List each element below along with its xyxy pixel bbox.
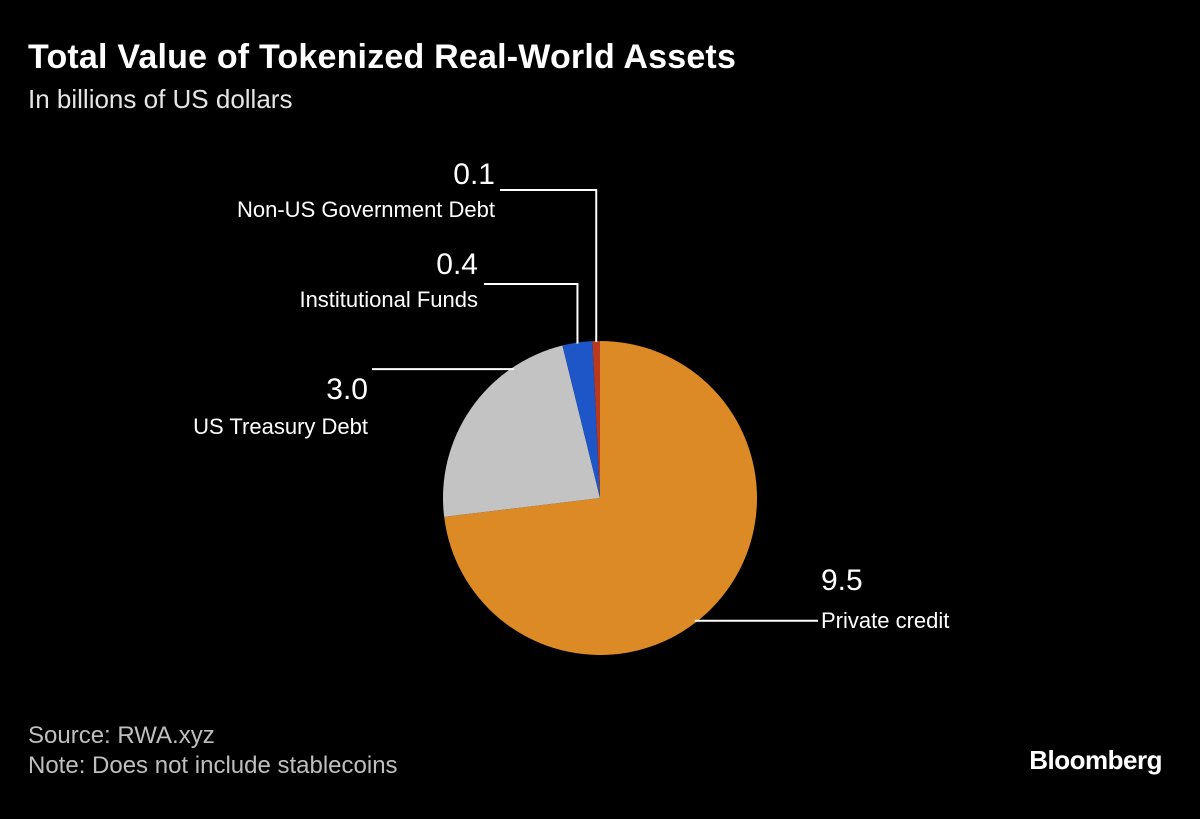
- footnote: Note: Does not include stablecoins: [28, 752, 398, 779]
- leader-line-institutional-funds: [484, 283, 579, 344]
- leader-lines: [372, 189, 818, 622]
- data-label-name-institutional-funds: Institutional Funds: [299, 287, 478, 312]
- chart-subtitle: In billions of US dollars: [28, 84, 293, 114]
- pie-slices: [443, 341, 757, 656]
- pie-slice-us-treasury-debt: [443, 345, 600, 517]
- leader-line-non-us-government-debt: [500, 189, 598, 343]
- slice-labels: 9.5 Private credit 3.0 US Treasury Debt 0.4 I…: [193, 158, 949, 633]
- source-note: Source: RWA.xyz: [28, 722, 215, 749]
- data-label-name-non-us-government-debt: Non-US Government Debt: [237, 197, 495, 222]
- data-label-value-non-us-government-debt: 0.1: [453, 158, 495, 191]
- bloomberg-logo: Bloomberg: [1029, 745, 1162, 775]
- data-label-value-us-treasury-debt: 3.0: [326, 373, 368, 406]
- chart-title: Total Value of Tokenized Real-World Asse…: [28, 38, 737, 76]
- data-label-value-institutional-funds: 0.4: [436, 248, 478, 281]
- data-label-name-private-credit: Private credit: [821, 608, 949, 633]
- pie-slice-non-us-government-debt: [592, 341, 600, 498]
- data-label-name-us-treasury-debt: US Treasury Debt: [193, 414, 368, 439]
- data-label-value-private-credit: 9.5: [821, 564, 863, 597]
- pie-slice-institutional-funds: [562, 341, 600, 498]
- pie-slice-private-credit: [444, 341, 757, 656]
